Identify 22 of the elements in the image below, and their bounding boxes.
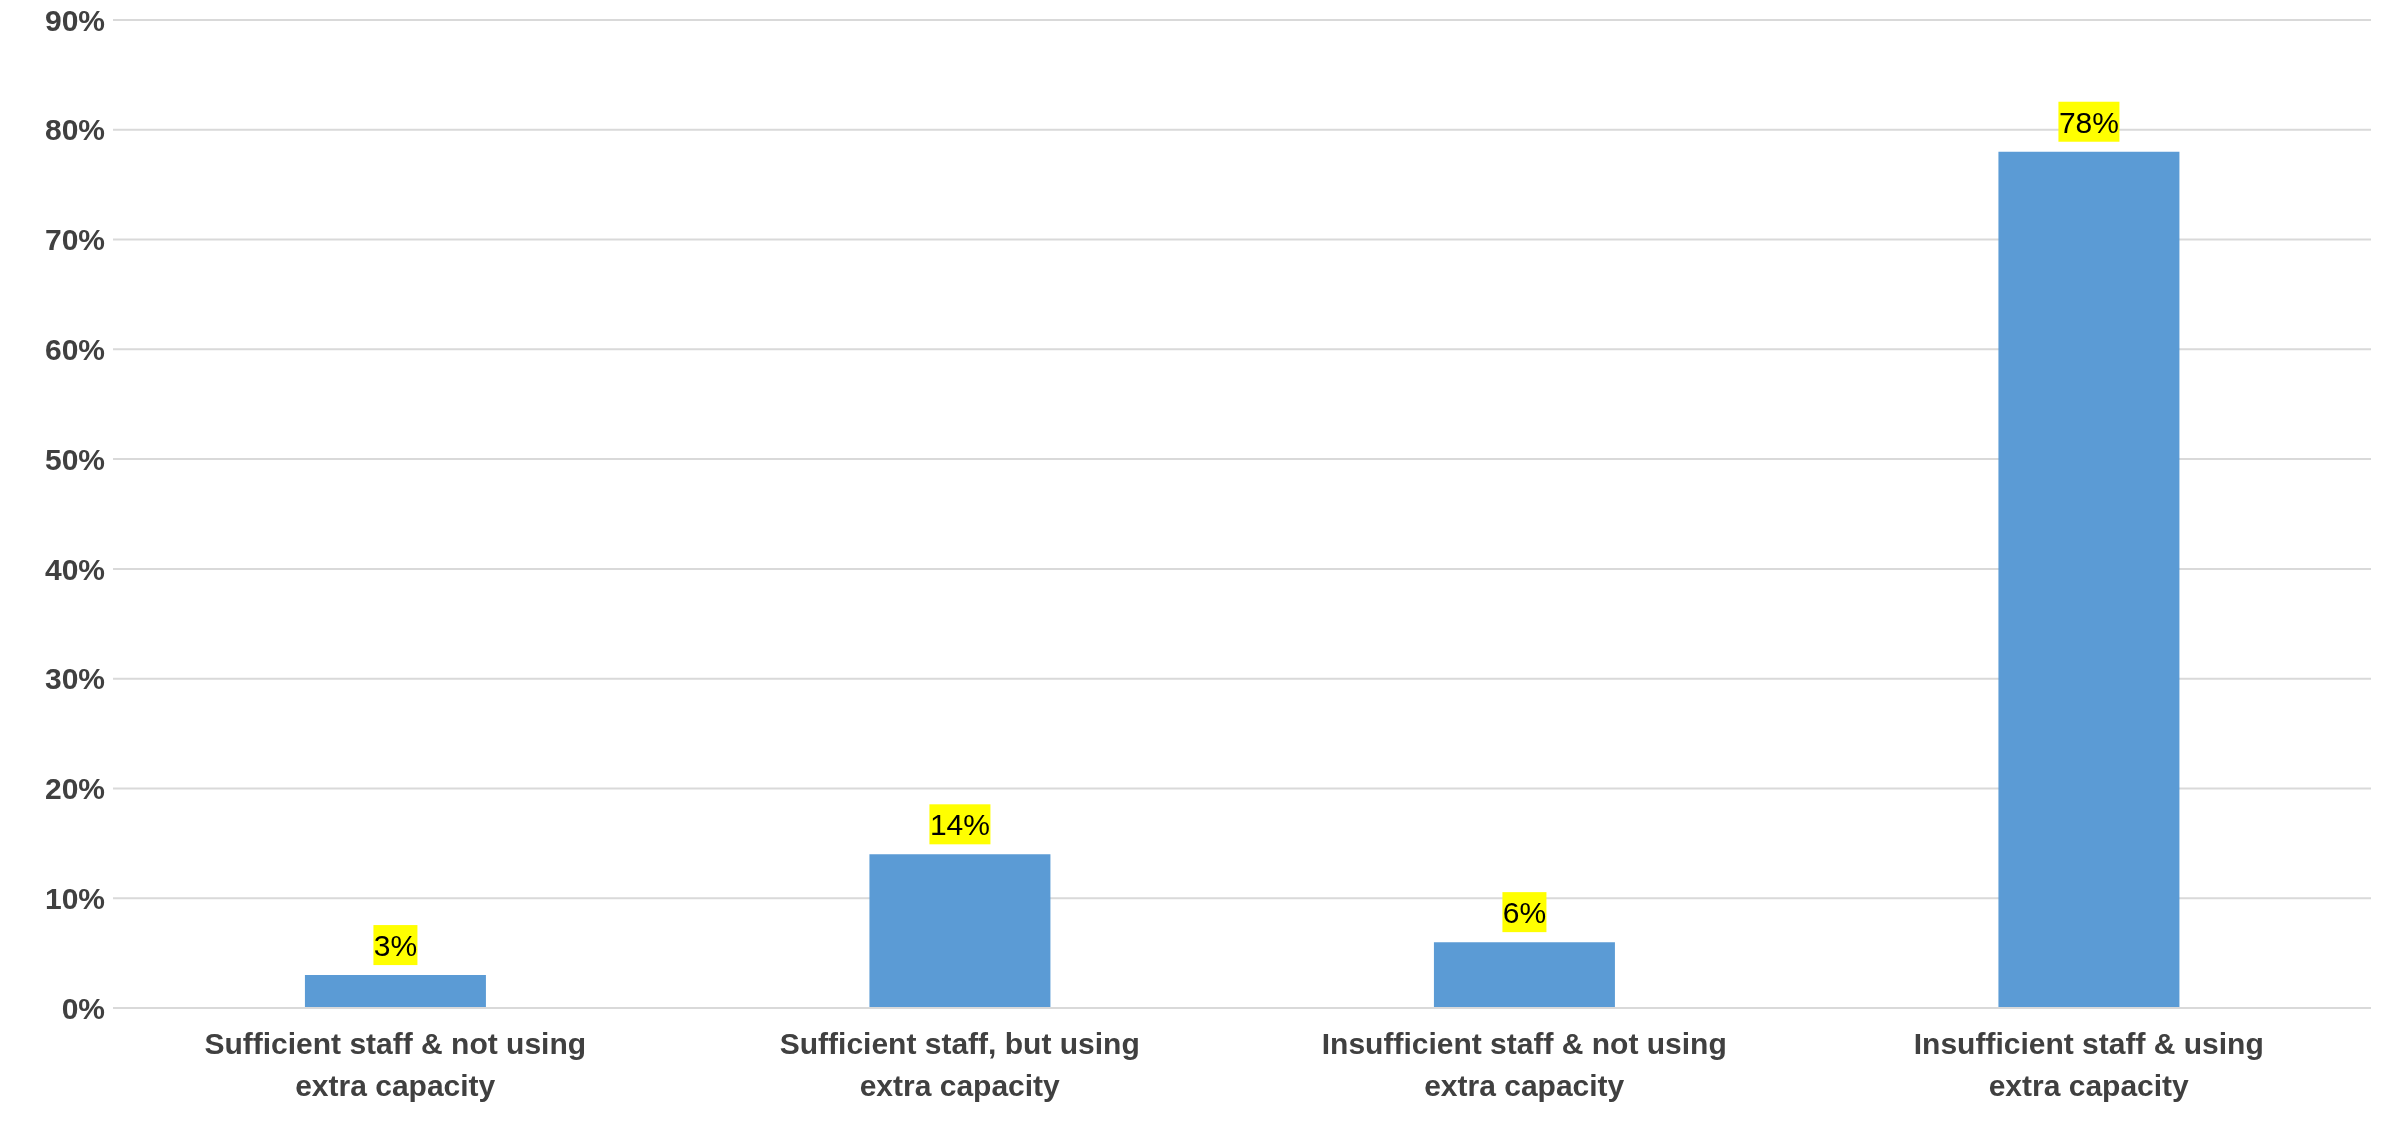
bar <box>1998 151 2180 1008</box>
y-tick-label: 0% <box>61 991 105 1025</box>
y-tick-label: 40% <box>44 552 105 586</box>
x-tick-label: Sufficient staff, but using extra capacity <box>779 1027 1140 1102</box>
bar <box>304 975 486 1008</box>
x-tick-label: Insufficient staff & using extra capacity <box>1913 1027 2264 1102</box>
y-tick-label: 20% <box>44 772 105 806</box>
data-label: 14% <box>929 808 990 842</box>
data-label: 6% <box>1502 896 1547 930</box>
y-tick-label: 60% <box>44 332 105 366</box>
bar <box>1433 942 1615 1008</box>
y-tick-label: 90% <box>44 3 105 37</box>
x-tick-label: Insufficient staff & not using extra capacity <box>1321 1027 1727 1102</box>
y-tick-label: 70% <box>44 223 105 257</box>
y-tick-label: 80% <box>44 113 105 147</box>
bar <box>869 854 1051 1008</box>
y-tick-label: 10% <box>44 881 105 915</box>
y-tick-label: 30% <box>44 662 105 696</box>
data-label: 3% <box>373 929 418 963</box>
x-tick-label: Sufficient staff & not using extra capacity <box>204 1027 587 1102</box>
y-tick-label: 50% <box>44 442 105 476</box>
data-label: 78% <box>2058 105 2119 139</box>
